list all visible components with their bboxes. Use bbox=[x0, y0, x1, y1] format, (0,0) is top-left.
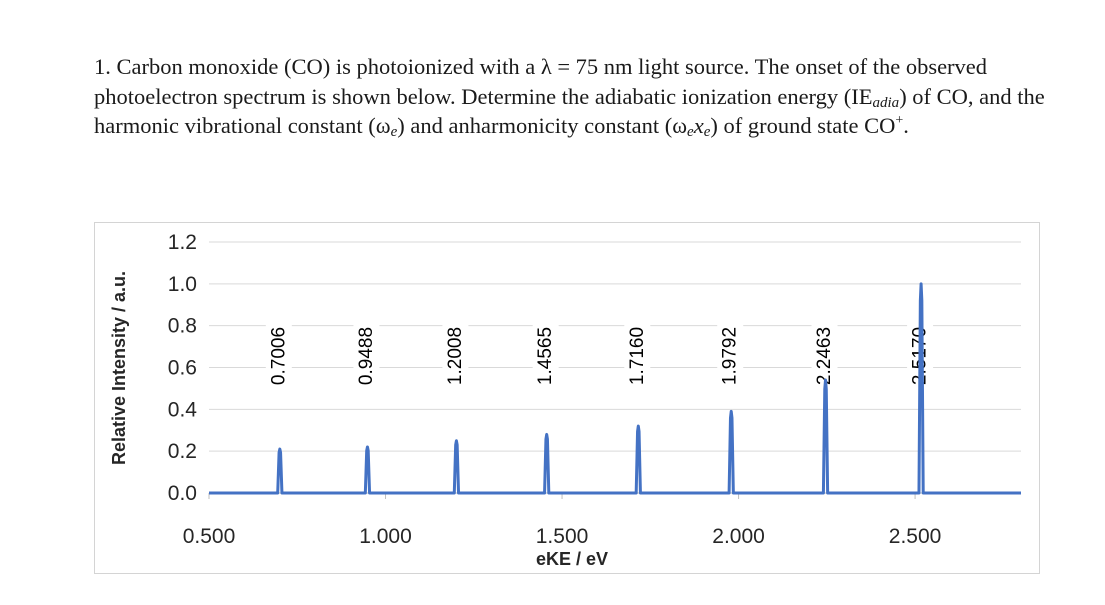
y-tick-label: 1.2 bbox=[168, 231, 197, 254]
peak-label: 1.2008 bbox=[445, 327, 466, 385]
subscript-e2: e bbox=[687, 124, 694, 140]
peak-label-bg bbox=[624, 312, 651, 400]
x-tick-label: 1.000 bbox=[359, 525, 412, 548]
question-part3: ) and anharmonicity constant (ω bbox=[397, 113, 688, 138]
question-part2: ) of CO, and the harmonic vibrational co… bbox=[94, 83, 1045, 139]
question-number: 1. bbox=[94, 54, 111, 79]
x-tick-label: 2.500 bbox=[889, 525, 942, 548]
question-end: . bbox=[903, 113, 909, 138]
y-tick-labels: 0.0 0.2 0.4 0.6 0.8 1.0 1.2 bbox=[168, 231, 198, 505]
x-tick-label: 0.500 bbox=[183, 525, 236, 548]
y-tick-label: 1.0 bbox=[168, 273, 197, 296]
x-tick-label: 1.500 bbox=[536, 525, 589, 548]
spectrum-chart: 0.0 0.2 0.4 0.6 0.8 1.0 1.2 0.500 1.000 1.500 2.0… bbox=[109, 231, 1021, 569]
question-part1: Carbon monoxide (CO) is photoionized wit… bbox=[94, 54, 988, 109]
subscript-adia: adia bbox=[872, 94, 900, 111]
x-tick-labels: 0.500 1.000 1.500 2.000 2.500 bbox=[183, 525, 942, 548]
chart-frame: 0.0 0.2 0.4 0.6 0.8 1.0 1.2 0.500 1.000 1.500 2.0… bbox=[94, 222, 1040, 574]
peak-label-bg bbox=[353, 312, 380, 400]
y-tick-label: 0.2 bbox=[168, 440, 197, 463]
peak-label: 1.4565 bbox=[535, 327, 556, 385]
subscript-e3: e bbox=[703, 124, 711, 140]
x-axis-label: eKE / eV bbox=[536, 549, 608, 569]
x-tick-label: 2.000 bbox=[712, 525, 765, 548]
question-text: 1. Carbon monoxide (CO) is photoionized … bbox=[94, 52, 1054, 141]
peak-label-bg bbox=[442, 312, 469, 400]
y-tick-label: 0.0 bbox=[168, 482, 197, 505]
x-symbol: x bbox=[693, 113, 704, 138]
superscript-plus: + bbox=[895, 113, 904, 128]
spectrum-line bbox=[209, 282, 1021, 495]
y-tick-label: 0.4 bbox=[168, 398, 198, 421]
peak-label: 1.9792 bbox=[720, 327, 741, 385]
peak-labels: 0.7006 0.9488 1.2008 1.4565 1.7160 1.9792 2.24… bbox=[265, 312, 934, 400]
peak-label: 0.9488 bbox=[356, 327, 377, 385]
peak-label: 2.2463 bbox=[814, 327, 835, 385]
y-tick-label: 0.6 bbox=[168, 357, 197, 380]
peak-label: 0.7006 bbox=[268, 327, 289, 385]
question-paragraph: 1. Carbon monoxide (CO) is photoionized … bbox=[94, 52, 1054, 141]
question-part4: ) of ground state CO bbox=[710, 113, 896, 138]
peak-label-bg bbox=[265, 312, 292, 400]
peak-label-bg bbox=[532, 312, 559, 400]
peak-label: 1.7160 bbox=[627, 327, 648, 385]
y-tick-label: 0.8 bbox=[168, 315, 197, 338]
subscript-e1: e bbox=[390, 124, 398, 140]
y-axis-label: Relative Intensity / a.u. bbox=[109, 271, 129, 465]
peak-label-bg bbox=[717, 312, 744, 400]
gridlines bbox=[208, 241, 1021, 499]
